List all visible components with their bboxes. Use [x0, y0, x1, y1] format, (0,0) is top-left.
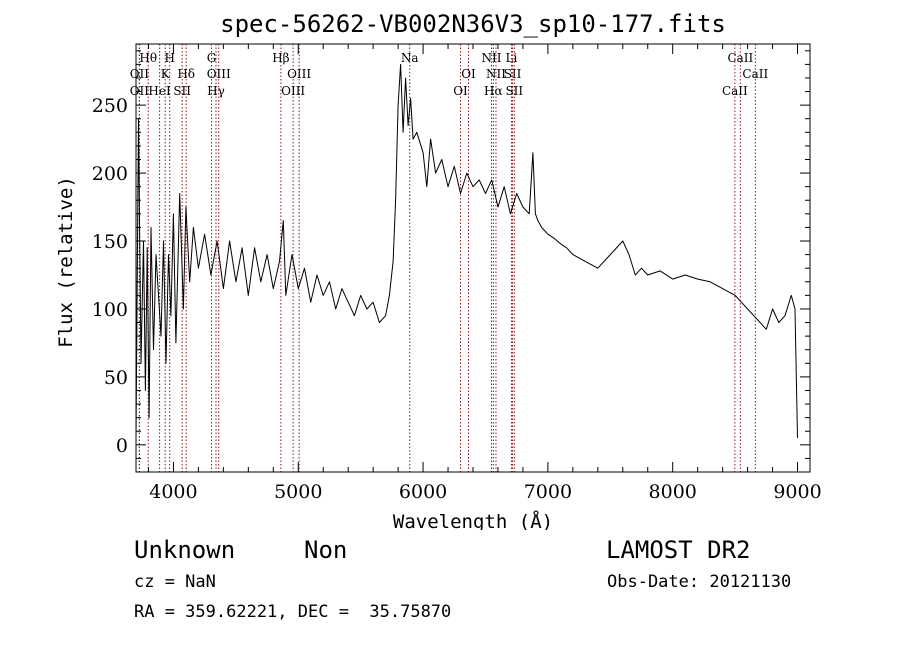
- chart-title: spec-56262-VB002N36V3_sp10-177.fits: [220, 10, 726, 38]
- y-tick-label: 50: [104, 367, 128, 389]
- x-tick-label: 7000: [524, 481, 572, 503]
- coordinates-text: RA = 359.62221, DEC = 35.75870: [134, 602, 452, 622]
- y-tick-label: 250: [92, 95, 128, 117]
- x-tick-label: 5000: [274, 481, 322, 503]
- spectral-line-label: OIII: [287, 67, 311, 81]
- survey-name: LAMOST DR2: [606, 536, 751, 564]
- y-tick-label: 150: [92, 231, 128, 253]
- redshift-text: cz = NaN: [134, 572, 216, 592]
- spectral-line-label: OII: [130, 67, 150, 81]
- x-tick-label: 9000: [773, 481, 821, 503]
- spectral-line-label: CaII: [727, 51, 753, 65]
- spectrum-chart: spec-56262-VB002N36V3_sp10-177.fits Hθ HO…: [55, 10, 822, 530]
- x-tick-label: 4000: [149, 481, 197, 503]
- spectral-line-label: OII: [130, 84, 150, 98]
- x-axis-label: Wavelength (Å): [393, 510, 553, 530]
- spectral-line-label: K: [161, 67, 171, 81]
- spectral-line-label: H: [164, 51, 174, 65]
- spectral-line-label: CaII: [742, 67, 768, 81]
- spectral-line-label: Hβ: [272, 51, 289, 65]
- y-axis-label: Flux (relative): [55, 176, 77, 348]
- plot-frame: [135, 43, 811, 473]
- spectral-line-label: Li: [506, 51, 518, 65]
- spectral-line-label: Hα: [484, 84, 503, 98]
- spectral-line-label: OI: [453, 84, 468, 98]
- axis-ticks: 4000 5000 6000 7000 8000 9000 0 50 100 150 200 250: [92, 44, 822, 503]
- y-tick-label: 200: [92, 163, 128, 185]
- spectral-line-label: Na: [401, 51, 419, 65]
- spectral-line-label: HeI: [148, 84, 171, 98]
- spectral-line-label: Hδ: [177, 67, 195, 81]
- spectral-line-label: NII: [481, 51, 501, 65]
- spectrum-line: [135, 63, 798, 439]
- spectrum-series: [135, 63, 798, 439]
- y-tick-label: 100: [92, 299, 128, 321]
- spectral-line-label: SII: [173, 84, 191, 98]
- object-class: Unknown: [134, 536, 236, 564]
- spectral-line-label: SII: [504, 67, 522, 81]
- spectral-line-label: OIII: [281, 84, 305, 98]
- spectral-line-label: Hθ: [139, 51, 157, 65]
- spectral-line-label: NII: [486, 67, 506, 81]
- y-tick-label: 0: [116, 435, 128, 457]
- spectral-line-label: Hγ: [207, 84, 225, 98]
- spectral-line-label: OIII: [207, 67, 231, 81]
- x-tick-label: 6000: [399, 481, 447, 503]
- obs-date-text: Obs-Date: 20121130: [607, 572, 792, 592]
- spectral-line-label: OI: [461, 67, 476, 81]
- spectral-line-label: G: [207, 51, 217, 65]
- spectral-line-label: CaII: [722, 84, 748, 98]
- spectral-line-label: SII: [505, 84, 523, 98]
- object-subclass: Non: [304, 536, 348, 564]
- x-tick-label: 8000: [649, 481, 697, 503]
